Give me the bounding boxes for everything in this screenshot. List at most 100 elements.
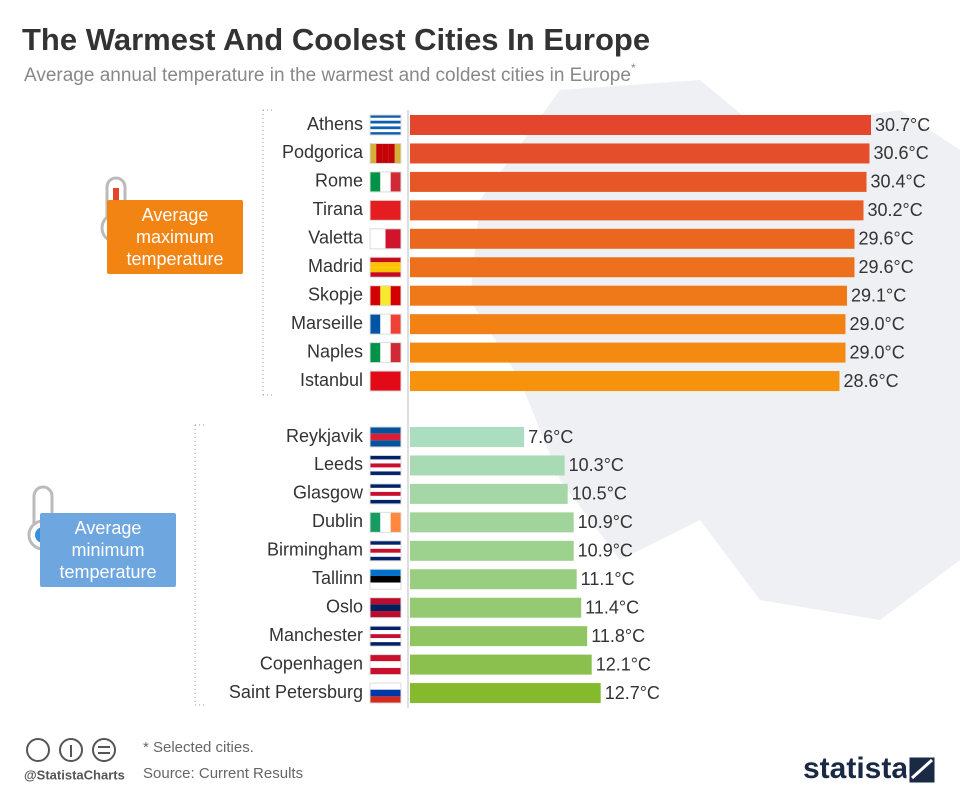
category-label: Athens: [307, 114, 363, 134]
flag-stripe: [376, 143, 383, 164]
flag: [369, 568, 402, 590]
value-label: 10.9°C: [578, 541, 633, 561]
bar: [410, 683, 601, 704]
flag-stripe: [380, 314, 391, 335]
flag-stripe: [370, 604, 401, 612]
subtitle-note: *: [631, 61, 636, 75]
value-label: 12.1°C: [596, 654, 651, 674]
flag-border: [369, 199, 402, 221]
flag-stripe: [370, 467, 401, 472]
category-label: Leeds: [314, 454, 363, 474]
flag: [369, 654, 402, 676]
flag-border: [369, 426, 402, 448]
brand-icon: [906, 754, 938, 786]
flag: [369, 256, 402, 278]
flag-stripe: [370, 123, 401, 127]
value-label: 29.6°C: [858, 257, 913, 277]
flag-stripe: [370, 115, 401, 118]
flag-stripe: [370, 427, 401, 434]
bar: [410, 597, 582, 618]
flag-stripe: [370, 171, 381, 192]
flag: [369, 454, 402, 476]
flag-stripe: [394, 143, 401, 164]
flag: [369, 483, 402, 505]
category-label: Rome: [315, 171, 363, 191]
flag-stripe: [370, 597, 401, 605]
flag-stripe: [370, 314, 381, 335]
flag: [369, 285, 402, 307]
flag-stripe: [370, 126, 401, 130]
flag-stripe: [370, 552, 401, 557]
chart-subtitle: Average annual temperature in the warmes…: [24, 61, 636, 86]
value-label: 29.1°C: [851, 285, 906, 305]
flag-stripe: [370, 483, 401, 488]
flag: [369, 171, 402, 193]
cc-icons: [26, 738, 116, 762]
flag-border: [369, 597, 402, 619]
flag-stripe: [370, 544, 401, 549]
flag-stripe: [370, 512, 381, 533]
flag-stripe: [370, 630, 401, 635]
flag-stripe: [370, 499, 401, 504]
value-label: 30.2°C: [867, 200, 922, 220]
value-label: 29.0°C: [849, 314, 904, 334]
bar: [410, 115, 871, 135]
flag-stripe: [370, 556, 401, 561]
bar: [410, 626, 588, 647]
flag: [369, 540, 402, 562]
bar: [410, 512, 574, 533]
flag-stripe: [370, 257, 401, 263]
category-label: Tirana: [313, 199, 364, 219]
flag-stripe: [370, 267, 401, 273]
category-label: Marseille: [291, 313, 363, 333]
flag-border: [369, 682, 402, 704]
flag-stripe: [370, 611, 401, 618]
flag-stripe: [370, 689, 401, 697]
group-label: Average minimum temperature: [40, 513, 176, 587]
flag-border: [369, 342, 402, 364]
category-label: Podgorica: [282, 142, 364, 162]
flag-border: [369, 228, 402, 250]
flag-stripe: [370, 285, 381, 306]
flag-border: [369, 511, 402, 533]
bar: [410, 654, 592, 675]
flag-border: [369, 171, 402, 193]
flag-stripe: [370, 262, 401, 268]
value-label: 29.0°C: [849, 342, 904, 362]
flag-border: [369, 370, 402, 392]
bar: [410, 483, 568, 504]
flag: [369, 426, 402, 448]
flag: [369, 511, 402, 533]
flag: [369, 142, 402, 164]
value-label: 7.6°C: [528, 427, 573, 447]
flag: [369, 597, 402, 619]
flag: [369, 114, 402, 136]
flag-stripe: [370, 120, 401, 124]
flag-stripe: [390, 285, 401, 306]
category-label: Reykjavik: [286, 426, 364, 446]
flag-stripe: [370, 654, 401, 662]
flag: [369, 682, 402, 704]
flag-stripe: [370, 487, 401, 492]
flag-stripe: [370, 626, 401, 631]
flag-border: [369, 454, 402, 476]
flag-stripe: [370, 582, 401, 590]
flag-stripe: [380, 285, 391, 306]
category-label: Birmingham: [267, 540, 363, 560]
flag-stripe: [370, 132, 401, 135]
flag-stripe: [370, 117, 401, 121]
flag-stripe: [370, 440, 401, 447]
category-label: Glasgow: [293, 483, 364, 503]
value-label: 30.6°C: [873, 143, 928, 163]
flag-stripe: [370, 495, 401, 500]
flag-stripe: [370, 455, 401, 460]
flag: [369, 199, 402, 221]
flag-border: [369, 256, 402, 278]
flag-stripe: [380, 512, 391, 533]
flag-stripe: [370, 569, 401, 576]
flag-stripe: [390, 342, 401, 363]
category-label: Oslo: [326, 596, 363, 616]
flag-border: [369, 540, 402, 562]
